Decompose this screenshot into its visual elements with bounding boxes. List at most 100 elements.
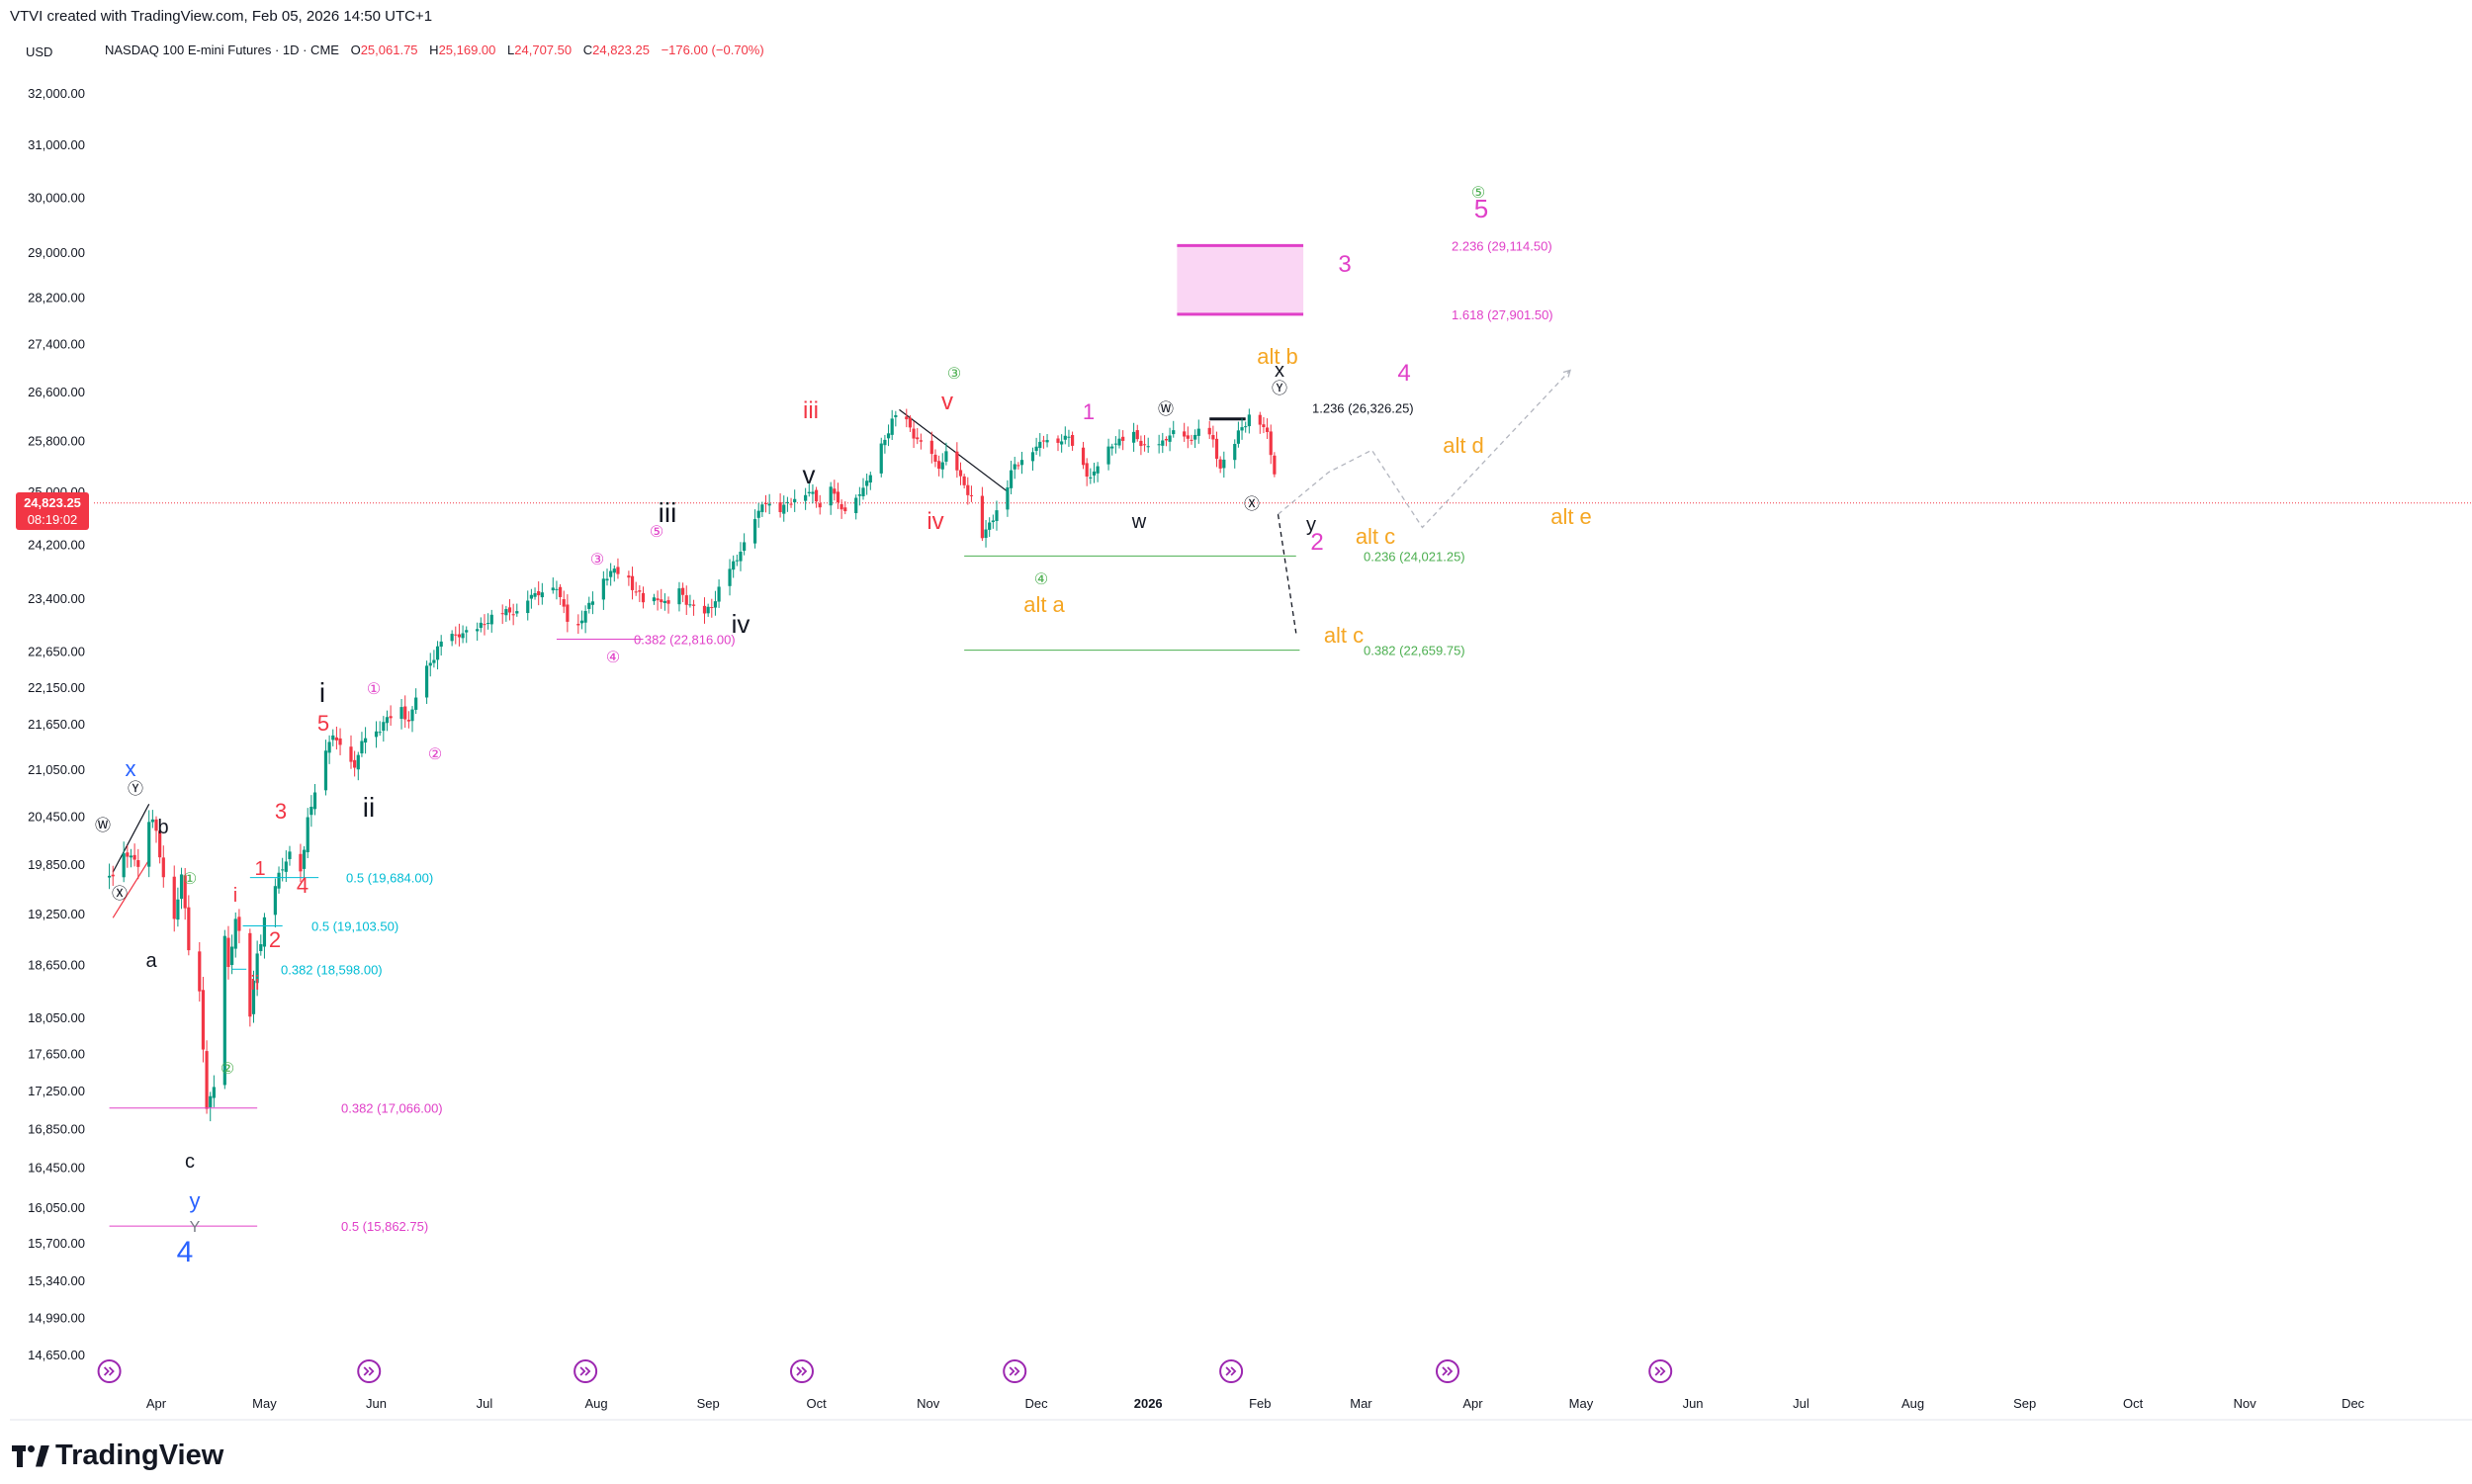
wave-label[interactable]: Ⓧ	[1244, 495, 1260, 513]
wave-label[interactable]: iv	[732, 609, 750, 639]
wave-label[interactable]: i	[319, 677, 325, 708]
wave-label[interactable]: i	[233, 885, 237, 907]
wave-label[interactable]: ①	[183, 871, 197, 888]
wave-label[interactable]: iii	[803, 397, 819, 424]
candle-body	[529, 594, 533, 599]
wave-label[interactable]: Ⓦ	[95, 817, 111, 834]
price-tick-label: 14,650.00	[28, 1348, 85, 1362]
wave-label[interactable]: 3	[1338, 251, 1351, 278]
wave-label[interactable]: alt a	[1023, 592, 1065, 617]
trend-line[interactable]	[112, 804, 150, 873]
candle-body	[406, 720, 410, 722]
fib-level-label: 2.236 (29,114.50)	[1452, 238, 1552, 253]
wave-label[interactable]: 2	[1310, 529, 1323, 556]
event-marker-icon[interactable]	[1219, 1359, 1244, 1383]
wave-label[interactable]: ③	[590, 552, 604, 568]
wave-label[interactable]: 4	[177, 1236, 194, 1268]
candle-body	[969, 494, 974, 496]
event-marker-icon[interactable]	[357, 1359, 382, 1383]
candle-body	[760, 504, 764, 512]
candle-body	[489, 614, 493, 625]
wave-label[interactable]: Y	[190, 1219, 201, 1236]
candle-body	[562, 599, 566, 607]
tradingview-brand[interactable]: TradingView	[12, 1440, 223, 1472]
wave-label[interactable]: alt c	[1356, 524, 1395, 549]
event-marker-icon[interactable]	[789, 1359, 814, 1383]
time-axis[interactable]: Apr May Jun Jul Aug Sep Oct Nov Dec 2026 Feb Mar Apr…	[146, 1396, 2365, 1411]
wave-label[interactable]: x	[126, 756, 136, 781]
wave-label[interactable]: y	[1306, 514, 1316, 536]
candle-body	[807, 491, 811, 493]
time-tick-label: Nov	[917, 1396, 940, 1411]
trend-line[interactable]	[899, 408, 1009, 492]
wave-label[interactable]: ④	[606, 650, 620, 666]
wave-label[interactable]: 4	[1397, 360, 1410, 387]
target-zone-box[interactable]	[1177, 245, 1304, 314]
wave-label[interactable]: v	[941, 389, 953, 415]
wave-label[interactable]: b	[157, 817, 168, 838]
candle-body	[1172, 430, 1176, 435]
candle-body	[684, 595, 688, 605]
wave-label[interactable]: w	[1131, 511, 1147, 533]
wave-label[interactable]: ii	[251, 973, 260, 995]
wave-label[interactable]: alt c	[1324, 623, 1364, 648]
wave-label[interactable]: ②	[221, 1061, 234, 1078]
wave-label[interactable]: y	[190, 1188, 201, 1213]
wave-label[interactable]: 3	[275, 799, 287, 824]
event-marker-icon[interactable]	[1435, 1359, 1459, 1383]
wave-label[interactable]: c	[185, 1151, 195, 1173]
price-tick-label: 18,650.00	[28, 958, 85, 973]
wave-label[interactable]: v	[803, 460, 816, 489]
event-marker-icon[interactable]	[1648, 1359, 1673, 1383]
wave-label[interactable]: ⑤	[1471, 185, 1485, 202]
price-tick-label: 17,250.00	[28, 1084, 85, 1098]
projection-path[interactable]	[1278, 370, 1571, 529]
wave-labels[interactable]: xⓎⓌ bⓍa①cyY4②iii12345iii①②③④⑤iiiivviiiivv…	[95, 185, 1592, 1268]
wave-label[interactable]: alt b	[1257, 344, 1298, 369]
wave-label[interactable]: Ⓧ	[112, 885, 128, 903]
wave-label[interactable]: Ⓨ	[1272, 380, 1287, 397]
wave-label[interactable]: Ⓨ	[128, 780, 143, 798]
trend-line[interactable]	[112, 859, 150, 918]
candle-body	[706, 606, 710, 614]
wave-label[interactable]: 1	[1083, 399, 1095, 424]
wave-label[interactable]: ③	[947, 366, 961, 383]
candle-body	[836, 491, 840, 503]
candle-body	[579, 620, 584, 624]
candle-body	[662, 600, 666, 603]
wave-label[interactable]: 5	[317, 711, 329, 736]
event-marker-icon[interactable]	[97, 1359, 122, 1383]
candle-body	[958, 470, 963, 477]
candle-body	[439, 641, 443, 648]
wave-label[interactable]: alt d	[1443, 433, 1484, 458]
price-tick-label: 17,650.00	[28, 1047, 85, 1062]
wave-label[interactable]: ①	[367, 681, 381, 698]
wave-label[interactable]: ⑤	[650, 524, 663, 541]
wave-label[interactable]: a	[145, 950, 157, 972]
event-markers[interactable]	[97, 1359, 1673, 1383]
wave-label[interactable]: x	[1275, 360, 1284, 382]
event-marker-icon[interactable]	[1003, 1359, 1027, 1383]
wave-label[interactable]: 2	[269, 927, 281, 952]
candle-body	[1196, 428, 1200, 436]
wave-label[interactable]: alt e	[1550, 504, 1592, 529]
wave-label[interactable]: iii	[659, 497, 677, 528]
wave-label[interactable]: 4	[297, 873, 309, 898]
last-price-countdown: 08:19:02	[28, 512, 78, 527]
wave-label[interactable]: ④	[1034, 571, 1048, 588]
wave-label[interactable]: Ⓦ	[1158, 400, 1174, 418]
wave-label[interactable]: 1	[254, 858, 265, 880]
wave-label[interactable]: ii	[363, 792, 375, 823]
price-axis[interactable]: 32,000.00 31,000.00 30,000.00 29,000.00 28,2…	[28, 86, 85, 1362]
wave-label[interactable]: iv	[927, 508, 943, 535]
drawings[interactable]	[94, 243, 2472, 918]
wave-label[interactable]: 5	[1474, 194, 1488, 223]
candle-body	[378, 732, 382, 734]
fib-levels[interactable]: 0.382 (17,066.00) 0.5 (15,862.75) 0.382 (2…	[109, 238, 1553, 1234]
time-tick-label: Nov	[2234, 1396, 2257, 1411]
candle-body	[555, 588, 559, 590]
wave-label[interactable]: ②	[428, 746, 442, 763]
event-marker-icon[interactable]	[574, 1359, 598, 1383]
projection-path[interactable]	[1277, 514, 1297, 634]
